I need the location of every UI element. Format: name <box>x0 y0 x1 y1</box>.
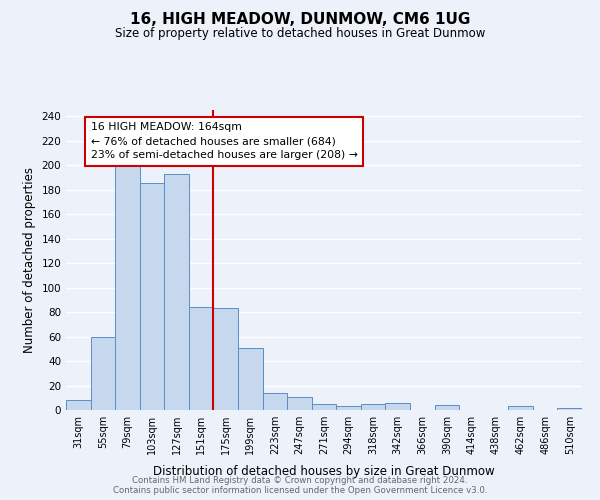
Bar <box>336 406 361 410</box>
Bar <box>557 408 582 410</box>
Bar <box>434 405 459 410</box>
Bar <box>238 348 263 410</box>
Text: Contains public sector information licensed under the Open Government Licence v3: Contains public sector information licen… <box>113 486 487 495</box>
Text: Contains HM Land Registry data © Crown copyright and database right 2024.: Contains HM Land Registry data © Crown c… <box>132 476 468 485</box>
Text: 16, HIGH MEADOW, DUNMOW, CM6 1UG: 16, HIGH MEADOW, DUNMOW, CM6 1UG <box>130 12 470 28</box>
X-axis label: Distribution of detached houses by size in Great Dunmow: Distribution of detached houses by size … <box>153 466 495 478</box>
Bar <box>91 336 115 410</box>
Bar <box>214 308 238 410</box>
Bar <box>164 174 189 410</box>
Bar <box>115 164 140 410</box>
Bar <box>140 184 164 410</box>
Y-axis label: Number of detached properties: Number of detached properties <box>23 167 36 353</box>
Text: Size of property relative to detached houses in Great Dunmow: Size of property relative to detached ho… <box>115 28 485 40</box>
Bar <box>189 307 214 410</box>
Bar <box>287 396 312 410</box>
Text: 16 HIGH MEADOW: 164sqm
← 76% of detached houses are smaller (684)
23% of semi-de: 16 HIGH MEADOW: 164sqm ← 76% of detached… <box>91 122 358 160</box>
Bar <box>312 404 336 410</box>
Bar <box>263 393 287 410</box>
Bar <box>361 404 385 410</box>
Bar <box>508 406 533 410</box>
Bar <box>385 402 410 410</box>
Bar <box>66 400 91 410</box>
